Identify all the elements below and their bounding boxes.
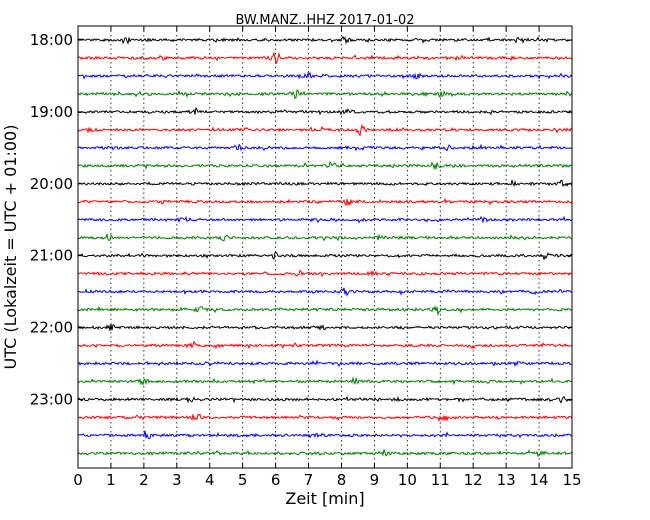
trace-row <box>77 106 573 116</box>
y-tick-label: 18:00 <box>30 31 73 49</box>
chart-title: BW.MANZ..HHZ 2017-01-02 <box>235 13 414 28</box>
trace-row <box>77 305 573 317</box>
x-tick-label: 12 <box>464 471 483 489</box>
trace-row <box>77 215 573 224</box>
trace-row <box>77 359 573 368</box>
trace-row <box>77 269 573 278</box>
x-tick-label: 6 <box>271 471 281 489</box>
x-axis-ticks: 0 1 2 3 4 5 6 7 8 9 10 11 12 13 14 15 <box>73 26 582 489</box>
y-tick-label: 19:00 <box>30 103 73 121</box>
x-tick-label: 5 <box>238 471 248 489</box>
trace-row <box>77 287 573 297</box>
trace-row <box>77 89 573 100</box>
trace-row <box>77 123 573 137</box>
x-tick-label: 0 <box>73 471 83 489</box>
trace-row <box>77 71 573 80</box>
x-tick-label: 3 <box>172 471 182 489</box>
trace-row <box>77 233 573 242</box>
vertical-grid <box>110 26 540 468</box>
y-tick-label: 20:00 <box>30 175 73 193</box>
y-axis-ticks: 18:00 19:00 20:00 21:00 22:00 23:00 <box>30 31 572 408</box>
trace-row <box>77 340 573 350</box>
trace-row <box>77 197 573 207</box>
x-tick-label: 11 <box>431 471 450 489</box>
x-tick-label: 14 <box>530 471 549 489</box>
trace-row <box>77 179 573 188</box>
trace-row <box>77 413 573 422</box>
y-axis-label: UTC (Lokalzeit = UTC + 01:00) <box>1 125 20 370</box>
trace-row <box>77 449 573 457</box>
x-tick-label: 7 <box>304 471 314 489</box>
x-axis-label: Zeit [min] <box>285 489 364 508</box>
x-tick-label: 13 <box>497 471 516 489</box>
trace-rows <box>77 35 573 457</box>
x-tick-label: 15 <box>562 471 581 489</box>
trace-row <box>77 323 573 332</box>
x-tick-label: 4 <box>205 471 215 489</box>
trace-row <box>77 35 573 45</box>
x-tick-label: 8 <box>337 471 347 489</box>
trace-row <box>77 51 573 65</box>
trace-row <box>77 251 573 260</box>
x-tick-label: 10 <box>398 471 417 489</box>
trace-row <box>77 143 573 152</box>
x-tick-label: 1 <box>106 471 116 489</box>
trace-row <box>77 376 573 387</box>
trace-row <box>77 430 573 440</box>
y-tick-label: 22:00 <box>30 319 73 337</box>
x-tick-label: 2 <box>139 471 149 489</box>
x-tick-label: 9 <box>370 471 380 489</box>
plot-frame <box>77 25 573 469</box>
trace-row <box>77 395 573 404</box>
y-tick-label: 21:00 <box>30 247 73 265</box>
trace-row <box>77 160 573 171</box>
y-tick-label: 23:00 <box>30 390 73 408</box>
